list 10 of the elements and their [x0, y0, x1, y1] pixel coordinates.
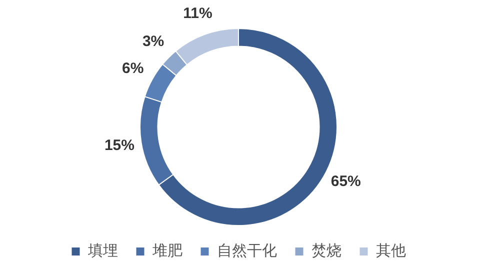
data-label: 15%	[104, 136, 134, 154]
legend-label: 堆肥	[151, 241, 182, 260]
data-label: 11%	[183, 4, 212, 22]
data-label: 3%	[142, 32, 164, 50]
legend-label: 自然干化	[216, 241, 277, 260]
legend-label: 其他	[376, 241, 406, 260]
data-label: 6%	[122, 60, 144, 78]
legend-label: 焚烧	[311, 241, 342, 260]
data-label: 65%	[330, 172, 361, 190]
legend-label: 填埋	[86, 241, 118, 260]
